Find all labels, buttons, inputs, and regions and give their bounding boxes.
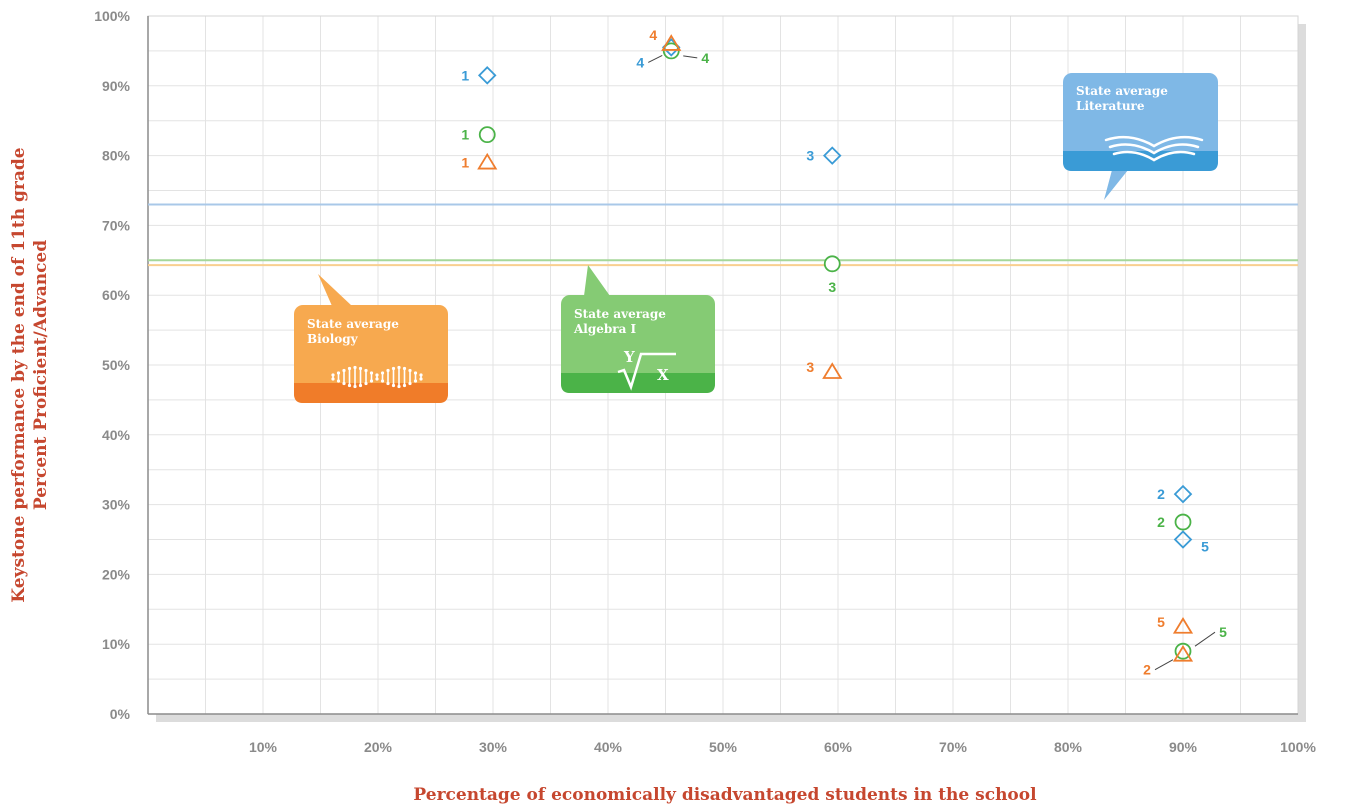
diamond-marker-literature-5 xyxy=(1173,530,1193,549)
circle-marker-algebra-i-3 xyxy=(823,255,841,273)
point-label: 2 xyxy=(1157,486,1165,502)
callout-body xyxy=(561,295,715,393)
point-label: 1 xyxy=(461,127,469,143)
x-tick-label: 90% xyxy=(1169,739,1198,755)
callout-pointer xyxy=(318,274,352,306)
point-label: 1 xyxy=(461,67,469,83)
point-label: 5 xyxy=(1157,614,1165,630)
reference-lines xyxy=(148,203,1298,267)
svg-text:Y: Y xyxy=(623,348,635,366)
circle-marker-algebra-i-4 xyxy=(662,42,680,60)
triangle-marker-biology-3 xyxy=(822,362,843,379)
y-tick-label: 70% xyxy=(102,217,131,233)
tick-labels: 0% 10% 20% 30% 40% 50% 60% 70% 80% 90% 100% 10% 20% 3… xyxy=(94,8,1316,755)
diamond-marker-literature-3 xyxy=(822,146,842,165)
callout-biology: State average Biology xyxy=(294,274,448,403)
y-tick-label: 30% xyxy=(102,497,131,513)
x-tick-label: 60% xyxy=(824,739,853,755)
point-label: 3 xyxy=(806,148,814,164)
data-points: 1 2 3 4 5 1 2 3 4 5 1 2 3 4 5 xyxy=(461,27,1227,678)
circle-marker-algebra-i-5 xyxy=(1174,642,1192,660)
point-label: 4 xyxy=(649,27,657,43)
y-axis-title-line1: Keystone performance by the end of 11th … xyxy=(9,147,29,602)
y-tick-label: 60% xyxy=(102,287,131,303)
y-tick-label: 90% xyxy=(102,78,131,94)
triangle-marker-biology-5 xyxy=(1172,617,1194,634)
x-tick-label: 50% xyxy=(709,739,738,755)
y-tick-label: 20% xyxy=(102,566,131,582)
point-label: 4 xyxy=(636,54,644,70)
point-label: 3 xyxy=(806,359,814,375)
y-axis-title-line2: Percent Proficient/Advanced xyxy=(31,240,51,510)
diamond-marker-literature-2 xyxy=(1173,484,1193,504)
y-tick-label: 80% xyxy=(102,148,131,164)
point-label: 1 xyxy=(461,155,469,171)
point-label: 2 xyxy=(1143,662,1151,678)
callout-line2: Algebra I xyxy=(573,322,637,336)
leader-line xyxy=(1194,631,1216,647)
dna-icon xyxy=(331,365,423,389)
callout-line1: State average xyxy=(574,307,666,321)
x-tick-label: 70% xyxy=(939,739,968,755)
x-tick-label: 30% xyxy=(479,739,508,755)
root-formula-icon: Y X xyxy=(617,348,676,391)
svg-text:X: X xyxy=(657,366,669,384)
x-tick-label: 100% xyxy=(1280,739,1316,755)
callout-line2: Biology xyxy=(307,332,359,346)
leader-line xyxy=(683,55,698,59)
circle-marker-algebra-i-2 xyxy=(1174,513,1192,531)
point-label: 4 xyxy=(701,50,709,66)
leader-line xyxy=(648,54,663,63)
callout-line2: Literature xyxy=(1076,99,1145,113)
callout-line1: State average xyxy=(1076,84,1168,98)
point-label: 5 xyxy=(1201,539,1209,555)
x-tick-label: 20% xyxy=(364,739,393,755)
x-tick-label: 10% xyxy=(249,739,278,755)
point-label: 2 xyxy=(1157,514,1165,530)
y-tick-label: 50% xyxy=(102,357,131,373)
x-tick-label: 40% xyxy=(594,739,623,755)
point-label: 3 xyxy=(828,279,836,295)
triangle-marker-biology-2 xyxy=(1172,644,1194,662)
leader-line xyxy=(1154,659,1174,671)
callout-pointer xyxy=(1104,170,1128,200)
x-tick-label: 80% xyxy=(1054,739,1083,755)
callout-line1: State average xyxy=(307,317,399,331)
circle-marker-algebra-i-1 xyxy=(478,126,496,144)
callout-band xyxy=(561,373,715,393)
x-axis-title: Percentage of economically disadvantaged… xyxy=(413,785,1037,805)
callout-band xyxy=(294,383,448,403)
y-tick-label: 100% xyxy=(94,8,130,24)
y-tick-label: 40% xyxy=(102,427,131,443)
diamond-marker-literature-1 xyxy=(477,66,497,85)
triangle-marker-biology-1 xyxy=(477,152,498,170)
callout-band xyxy=(1063,151,1218,171)
point-label: 5 xyxy=(1219,624,1227,640)
y-tick-label: 0% xyxy=(110,706,131,722)
y-tick-label: 10% xyxy=(102,636,131,652)
triangle-marker-biology-4 xyxy=(661,34,682,51)
callout-algebra: State average Algebra I Y X xyxy=(561,265,715,393)
callout-body xyxy=(1063,73,1218,171)
open-book-icon xyxy=(1104,135,1204,162)
axes xyxy=(147,16,1298,715)
callout-literature: State average Literature xyxy=(1063,73,1218,200)
y-axis-title: Keystone performance by the end of 11th … xyxy=(9,147,51,602)
callout-pointer xyxy=(584,265,610,296)
